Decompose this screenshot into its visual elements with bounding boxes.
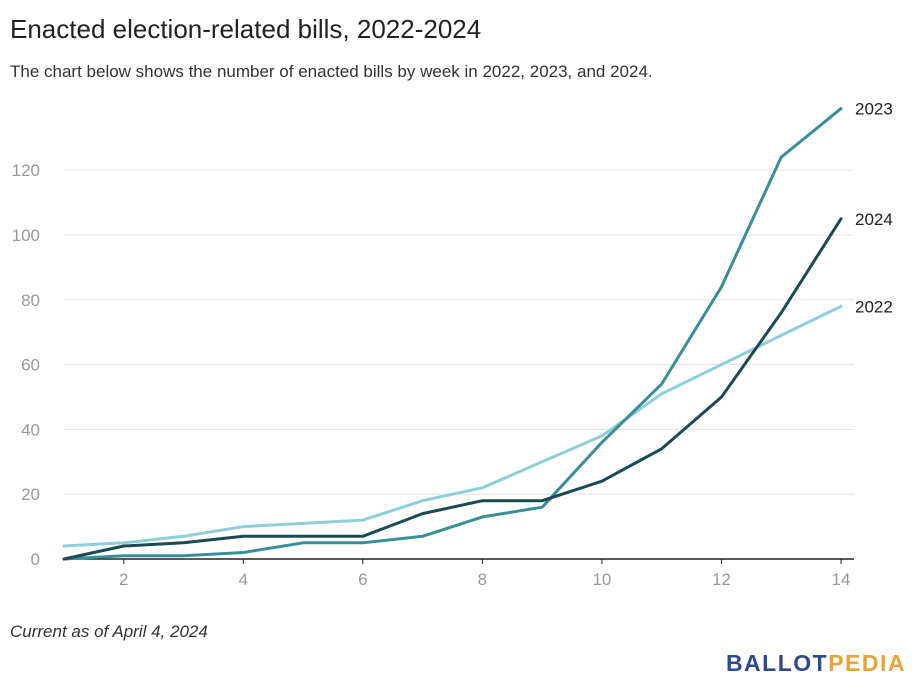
- chart-subtitle: The chart below shows the number of enac…: [10, 62, 653, 81]
- series-line-2024: [62, 217, 843, 561]
- x-tick-label: 12: [712, 570, 731, 589]
- x-tick-label: 8: [478, 570, 487, 589]
- logo-text-pedia: PEDIA: [828, 650, 906, 676]
- ballotpedia-logo: BALLOTPEDIA: [726, 650, 906, 677]
- series-label-2022: 2022: [855, 297, 893, 316]
- y-tick-label: 60: [21, 356, 40, 375]
- x-tick-label: 10: [592, 570, 611, 589]
- y-tick-label: 120: [12, 161, 40, 180]
- series-line-2022: [62, 304, 843, 548]
- series-line-2023: [62, 107, 843, 561]
- y-tick-label: 20: [21, 485, 40, 504]
- x-tick-label: 14: [832, 570, 851, 589]
- line-chart: 0 20 40 60 80 100 120 2 4 6 8 10 12 14 2022 2023 2024: [12, 100, 893, 589]
- y-tick-label: 80: [21, 291, 40, 310]
- y-tick-label: 40: [21, 420, 40, 439]
- logo-text-ballot: BALLOT: [725, 650, 829, 676]
- chart-title: Enacted election-related bills, 2022-202…: [10, 14, 482, 44]
- series-label-2023: 2023: [855, 100, 893, 119]
- x-tick-label: 6: [358, 570, 367, 589]
- y-tick-label: 100: [12, 226, 40, 245]
- x-tick-label: 4: [239, 570, 248, 589]
- y-tick-label: 0: [31, 550, 40, 569]
- series-label-2024: 2024: [855, 210, 893, 229]
- x-tick-label: 2: [119, 570, 128, 589]
- footnote-date: Current as of April 4, 2024: [10, 622, 208, 641]
